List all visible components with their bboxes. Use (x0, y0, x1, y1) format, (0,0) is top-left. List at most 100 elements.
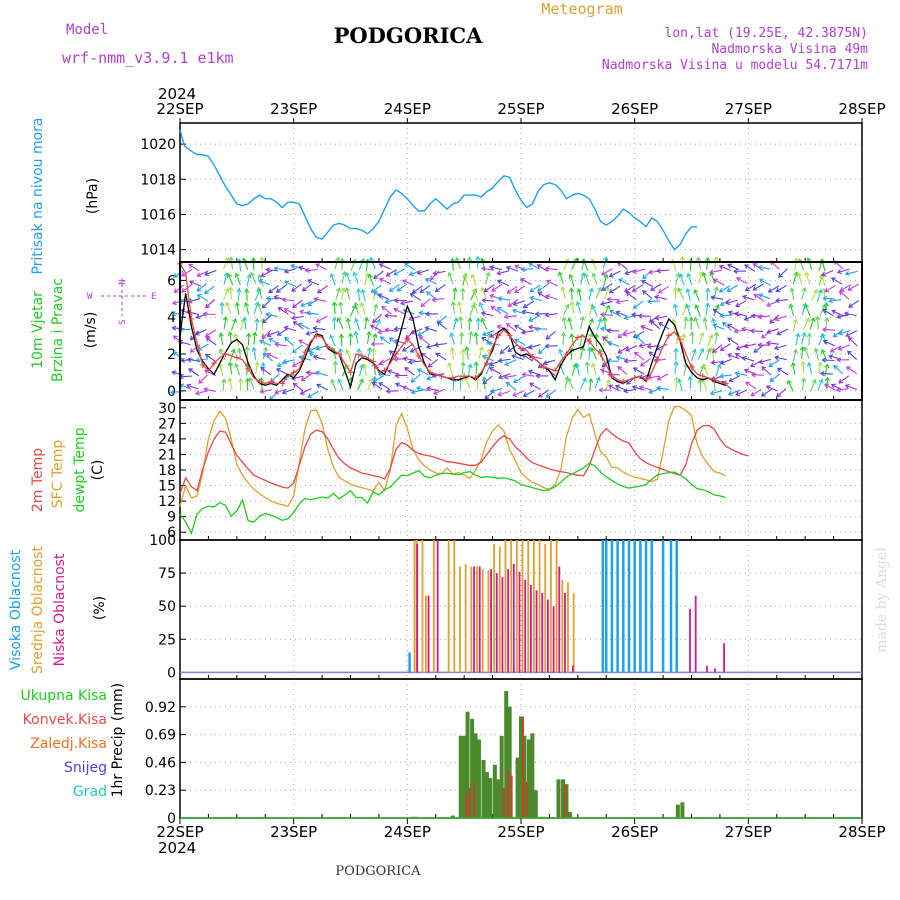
wind-arrow (497, 280, 509, 287)
wind-arrow (330, 273, 336, 286)
wind-arrowhead (576, 288, 582, 293)
wind-arrow (363, 364, 368, 377)
wind-arrow (481, 258, 486, 271)
wind-arrow (847, 283, 859, 291)
wind-arrow (277, 360, 289, 367)
wind-arrowhead (205, 303, 210, 309)
wind-arrowhead (605, 358, 611, 364)
wind-arrowhead (838, 378, 844, 384)
wind-arrowhead (425, 344, 431, 350)
wind-arrowhead (774, 316, 780, 322)
wind-arrowhead (259, 256, 265, 261)
wind-arrowhead (405, 334, 410, 340)
wind-arrowhead (384, 327, 390, 333)
wind-arrowhead (447, 271, 453, 277)
wind-arrow (686, 304, 692, 317)
wind-arrow (262, 314, 273, 323)
wind-arrow (833, 328, 844, 337)
wind-unit: (m/s) (83, 312, 99, 349)
wind-arrow (358, 364, 364, 377)
wind-gust-marker (620, 378, 627, 385)
wind-arrow (831, 384, 843, 391)
precip-total-bar (507, 706, 512, 818)
wind-arrowhead (332, 360, 338, 366)
wind-arrowhead (425, 386, 431, 392)
wind-arrowhead (244, 288, 250, 293)
wind-arrowhead (307, 393, 313, 398)
wind-arrow (753, 283, 764, 291)
wind-arrow (791, 288, 795, 301)
wind-arrow (616, 311, 628, 317)
wind-arrow (250, 272, 257, 284)
wind-arrow (529, 382, 541, 390)
wind-arrow (197, 343, 209, 351)
wind-arrow (567, 378, 574, 390)
wind-arrowhead (315, 345, 321, 351)
wind-arrowhead (265, 352, 271, 358)
wind-arrow (408, 360, 421, 363)
wind-arrowhead (615, 310, 621, 316)
wind-arrowhead (367, 346, 373, 352)
wind-arrowhead (712, 348, 717, 353)
wind-arrowhead (478, 301, 484, 307)
wind-arrowhead (588, 287, 594, 293)
wind-arrowhead (499, 349, 505, 355)
wind-arrow (639, 343, 652, 347)
wind-arrowhead (631, 287, 637, 292)
wind-arrow (498, 373, 511, 379)
wind-arrowhead (567, 317, 573, 323)
wind-arrow (402, 279, 415, 286)
temp-unit: (C) (90, 460, 106, 481)
wind-arrowhead (733, 328, 739, 334)
wind-arrow (331, 379, 337, 391)
pressure-ytick-label: 1020 (140, 137, 176, 153)
precip-convective-bar (473, 781, 476, 818)
wind-arrow (521, 330, 534, 334)
wind-arrowhead (716, 363, 722, 369)
wind-arrowhead (702, 363, 708, 369)
wind-arrowhead (497, 357, 503, 364)
wind-arrow (824, 285, 836, 293)
wind-arrow (800, 332, 806, 345)
wind-arrowhead (275, 288, 281, 293)
wind-arrow (181, 269, 193, 277)
dewpoint-line (179, 462, 726, 536)
wind-arrowhead (776, 330, 782, 336)
wind-arrowhead (384, 313, 389, 319)
wind-arrowhead (344, 271, 350, 277)
wind-arrow (448, 362, 453, 375)
wind-arrowhead (300, 376, 306, 382)
wind-arrowhead (511, 354, 517, 360)
wind-arrow (421, 353, 432, 362)
top-date-ticks: 22SEP 23SEP 24SEP 25SEP 26SEP 27SEP 28SEP (156, 100, 886, 123)
wind-arrow (452, 301, 456, 314)
wind-arrowhead (839, 286, 845, 292)
wind-arrow (545, 389, 557, 398)
wind-arrow (735, 372, 748, 377)
wind-arrow (372, 382, 383, 390)
wind-arrowhead (536, 264, 542, 269)
wind-arrow (425, 326, 437, 332)
wind-arrowhead (307, 301, 313, 307)
wind-arrow (537, 264, 548, 272)
wind-arrow (720, 343, 731, 351)
legend-snow: Snijeg (64, 760, 107, 776)
wind-arrowhead (277, 307, 283, 312)
cloud-ytick-label: 0 (167, 665, 176, 681)
wind-arrowhead (712, 323, 718, 329)
wind-arrow (469, 331, 472, 344)
wind-arrowhead (712, 308, 718, 314)
wind-arrowhead (338, 301, 344, 307)
wind-arrowhead (393, 297, 399, 304)
wind-arrowhead (713, 286, 719, 292)
wind-arrowhead (299, 309, 305, 315)
wind-arrowhead (520, 329, 526, 335)
wind-arrowhead (467, 317, 473, 322)
wind-arrowhead (308, 352, 314, 357)
wind-arrow (196, 283, 208, 292)
wind-arrow (198, 374, 209, 384)
wind-arrowhead (227, 331, 233, 337)
wind-arrow (197, 270, 209, 277)
precip-total-bar (465, 711, 470, 818)
precip-total-bar (541, 816, 546, 818)
